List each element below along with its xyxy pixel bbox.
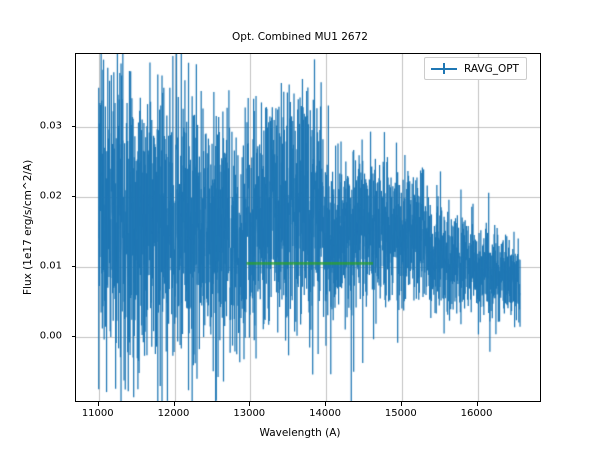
x-tick-mark	[325, 402, 327, 406]
x-tick-label: 13000	[233, 408, 266, 419]
plot-area	[75, 53, 541, 402]
legend[interactable]: RAVG_OPT	[424, 57, 527, 80]
x-tick-mark	[400, 402, 402, 406]
y-axis-label: Flux (1e17 erg/s/cm^2/A)	[22, 159, 34, 295]
legend-label-ravg-opt: RAVG_OPT	[464, 62, 519, 75]
x-axis-label: Wavelength (A)	[259, 427, 341, 439]
x-tick-label: 14000	[309, 408, 341, 419]
x-tick-mark	[476, 402, 478, 406]
chart-title: Opt. Combined MU1 2672	[232, 31, 368, 43]
x-tick-label: 16000	[460, 408, 493, 419]
y-tick-label: 0.00	[39, 330, 62, 342]
spectrum-plot-canvas	[76, 54, 540, 401]
x-tick-label: 15000	[384, 408, 417, 419]
x-tick-mark	[173, 402, 175, 406]
x-tick-label: 11000	[81, 408, 114, 419]
x-tick-mark	[97, 402, 99, 406]
legend-errorbar-icon	[431, 62, 457, 75]
x-tick-label: 12000	[157, 408, 190, 419]
x-tick-mark	[249, 402, 251, 406]
y-tick-label: 0.03	[39, 120, 62, 132]
